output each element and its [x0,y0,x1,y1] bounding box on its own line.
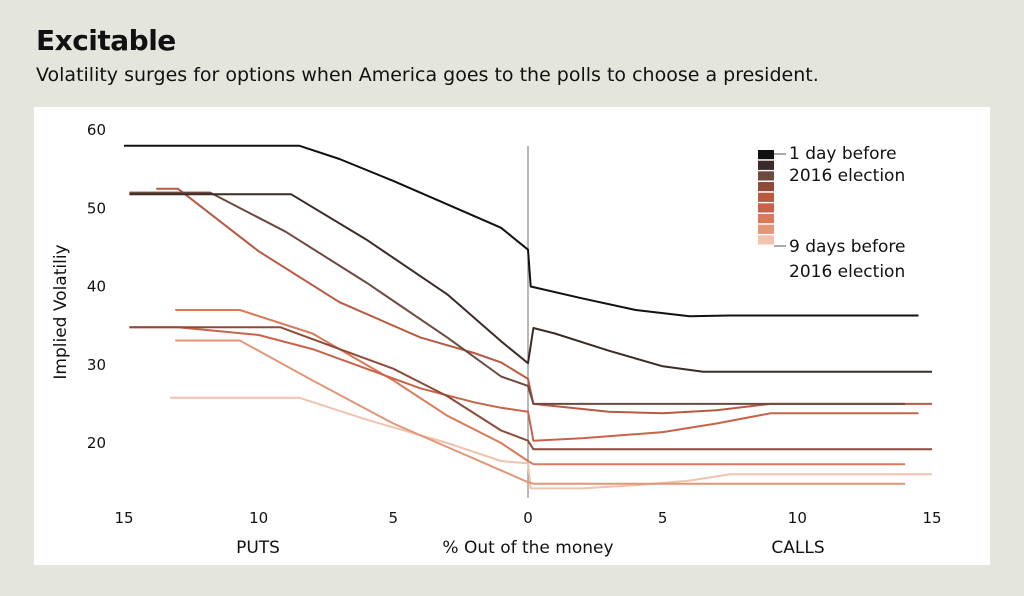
chart-subtitle: Volatility surges for options when Ameri… [36,64,819,86]
legend-top-label-line2: 2016 election [789,166,905,186]
y-tick-label: 60 [87,121,106,139]
chart-panel [34,107,990,565]
chart-title: Excitable [36,24,176,57]
legend-swatch [758,203,774,213]
y-tick-label: 50 [87,199,106,217]
legend-swatch [758,214,774,224]
legend: 1 day before 2016 election 9 days before… [758,144,905,282]
legend-swatch [758,160,774,170]
legend-bottom-label-line2: 2016 election [789,262,905,282]
series-line [175,309,906,466]
series-group [124,144,932,490]
x-axis-label-center: % Out of the money [442,538,613,558]
series-line [169,396,932,490]
y-tick-label: 20 [87,434,106,452]
legend-bottom-label-line1: 9 days before [789,237,905,257]
x-tick-label: 15 [922,509,941,527]
legend-swatch [758,171,774,181]
series-line [129,193,932,373]
y-axis-ticks: 20 30 40 50 60 [87,121,106,452]
x-axis-label-calls: CALLS [771,538,824,558]
y-tick-label: 30 [87,356,106,374]
series-line [156,187,932,415]
legend-swatch [758,235,774,245]
x-tick-label: 0 [523,509,533,527]
x-axis-label-puts: PUTS [236,538,280,558]
series-line [129,191,906,405]
legend-top-label-line1: 1 day before [789,144,897,164]
legend-swatch [758,224,774,234]
x-tick-label: 10 [788,509,807,527]
y-tick-label: 40 [87,278,106,296]
series-line [129,326,932,451]
x-tick-label: 15 [114,509,133,527]
x-tick-label: 5 [658,509,668,527]
x-tick-label: 10 [249,509,268,527]
y-axis-label: Implied Volatiliy [51,244,71,379]
series-line [124,144,919,318]
legend-color-scale [758,150,774,245]
x-tick-label: 5 [389,509,399,527]
x-axis-ticks: 15 10 5 0 5 10 15 [114,509,941,527]
series-line [129,326,919,442]
legend-swatch [758,192,774,202]
series-line [175,339,906,485]
legend-swatch [758,182,774,192]
legend-swatch [758,150,774,160]
